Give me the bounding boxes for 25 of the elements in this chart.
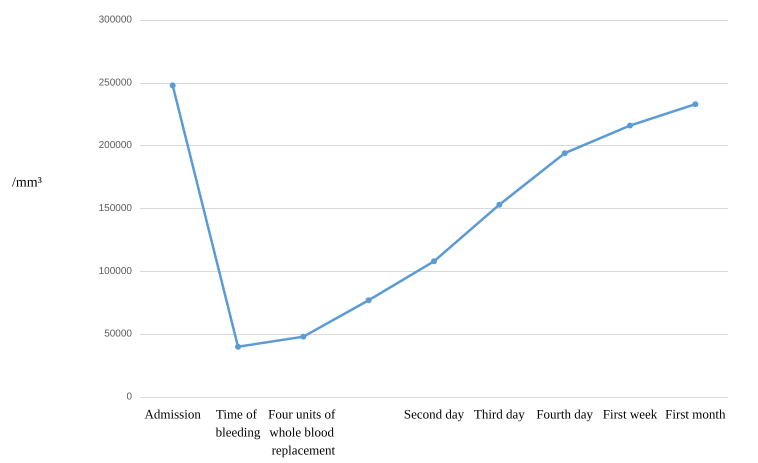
point	[300, 334, 306, 340]
x-tick-label: Third day	[474, 406, 526, 422]
y-axis-title: /mm³	[12, 176, 42, 190]
y-tick-label: 0	[126, 392, 132, 402]
point	[170, 82, 176, 88]
x-tick-label: Admission	[144, 406, 202, 422]
point	[235, 344, 241, 350]
x-tick-label: Fourth day	[536, 406, 594, 422]
x-tick-label: First week	[602, 406, 658, 422]
x-tick-label: Time of bleeding	[216, 406, 261, 440]
x-tick-label: First month	[665, 406, 726, 422]
point	[627, 122, 633, 129]
y-tick-label: 300000	[98, 14, 132, 26]
point	[431, 258, 437, 264]
y-tick-label: 200000	[98, 140, 132, 152]
x-tick-label: Four units of whole blood replacement	[268, 406, 339, 458]
x-tick-label: Second day	[404, 406, 465, 422]
point	[366, 297, 372, 304]
point	[562, 150, 568, 156]
y-tick-label: 100000	[98, 266, 132, 277]
point	[692, 101, 698, 108]
y-tick-label: 250000	[98, 77, 132, 88]
point	[496, 202, 502, 208]
y-tick-label: 150000	[98, 203, 132, 214]
y-tick-label: 50000	[104, 328, 132, 340]
